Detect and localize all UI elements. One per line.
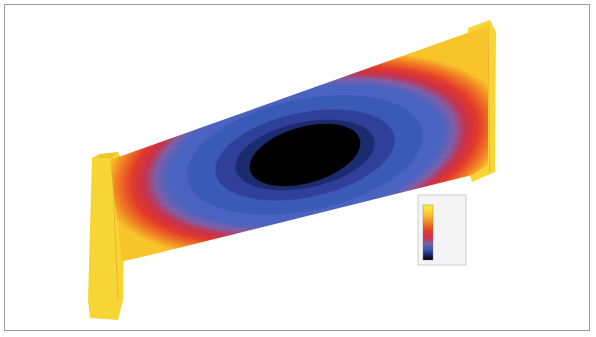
core-minimum-region xyxy=(249,123,361,187)
legend-colorbar xyxy=(422,204,434,261)
color-legend xyxy=(417,194,467,266)
contour-plate xyxy=(110,26,488,262)
